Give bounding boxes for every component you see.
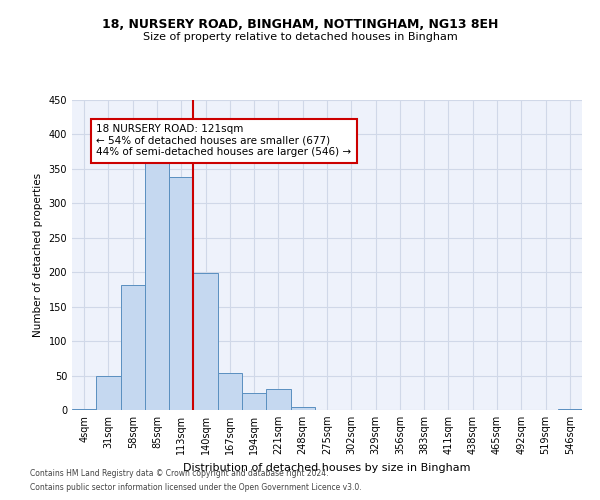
Bar [169, 177, 193, 410]
Bar [121, 286, 145, 410]
Bar [290, 406, 315, 410]
Text: 18 NURSERY ROAD: 121sqm
← 54% of detached houses are smaller (677)
44% of semi-d: 18 NURSERY ROAD: 121sqm ← 54% of detache… [96, 124, 352, 158]
Y-axis label: Number of detached properties: Number of detached properties [33, 173, 43, 337]
Text: Contains public sector information licensed under the Open Government Licence v3: Contains public sector information licen… [30, 484, 362, 492]
Text: Size of property relative to detached houses in Bingham: Size of property relative to detached ho… [143, 32, 457, 42]
Bar [193, 273, 218, 410]
X-axis label: Distribution of detached houses by size in Bingham: Distribution of detached houses by size … [183, 462, 471, 472]
Bar [96, 376, 121, 410]
Bar [266, 388, 290, 410]
Bar [218, 373, 242, 410]
Bar [242, 393, 266, 410]
Text: Contains HM Land Registry data © Crown copyright and database right 2024.: Contains HM Land Registry data © Crown c… [30, 468, 329, 477]
Bar [145, 158, 169, 410]
Text: 18, NURSERY ROAD, BINGHAM, NOTTINGHAM, NG13 8EH: 18, NURSERY ROAD, BINGHAM, NOTTINGHAM, N… [102, 18, 498, 30]
